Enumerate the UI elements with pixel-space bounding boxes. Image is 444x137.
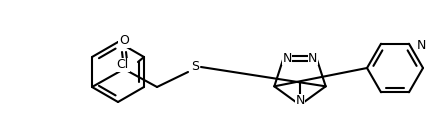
Text: N: N [308,52,317,65]
Text: S: S [191,61,199,73]
Text: N: N [282,52,292,65]
Text: N: N [417,39,426,52]
Text: Cl: Cl [117,58,129,72]
Text: N: N [295,95,305,108]
Text: O: O [119,35,129,48]
